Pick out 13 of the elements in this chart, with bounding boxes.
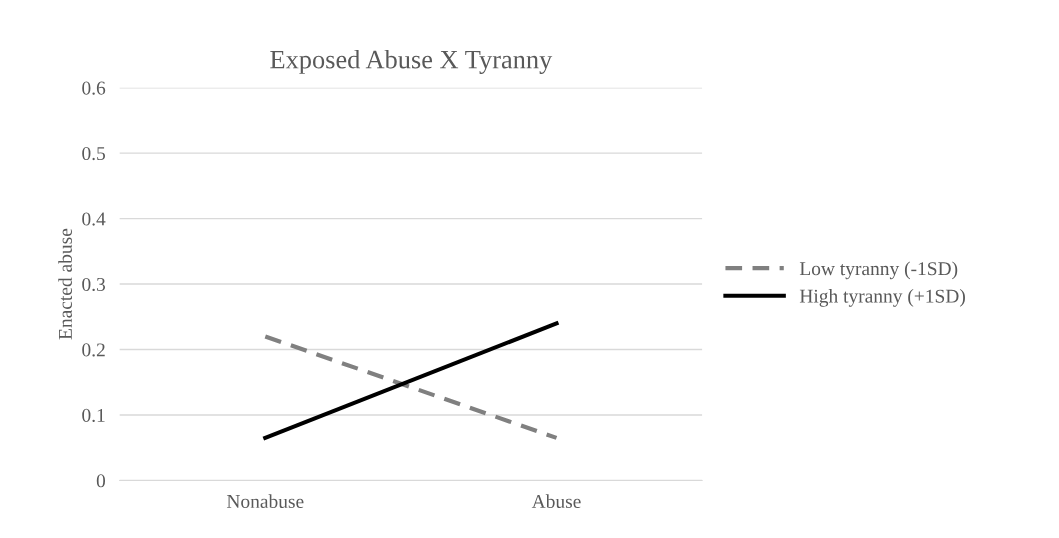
y-axis-title: Enacted abuse bbox=[58, 228, 72, 340]
y-tick-label: 0.6 bbox=[82, 81, 106, 95]
legend-label: High tyranny (+1SD) bbox=[799, 289, 965, 307]
legend-label: Low tyranny (-1SD) bbox=[799, 261, 958, 280]
x-tick-label: Nonabuse bbox=[226, 494, 304, 509]
y-tick-label: 0.5 bbox=[82, 146, 106, 161]
y-tick-label: 0.3 bbox=[82, 277, 106, 292]
y-tick-label: 0.1 bbox=[82, 408, 105, 422]
chart-title: Exposed Abuse X Tyranny bbox=[270, 49, 553, 74]
x-tick-label: Abuse bbox=[531, 494, 581, 509]
y-tick-label: 0.4 bbox=[82, 212, 106, 226]
y-tick-label: 0.2 bbox=[82, 343, 105, 357]
y-tick-label: 0 bbox=[96, 474, 106, 488]
